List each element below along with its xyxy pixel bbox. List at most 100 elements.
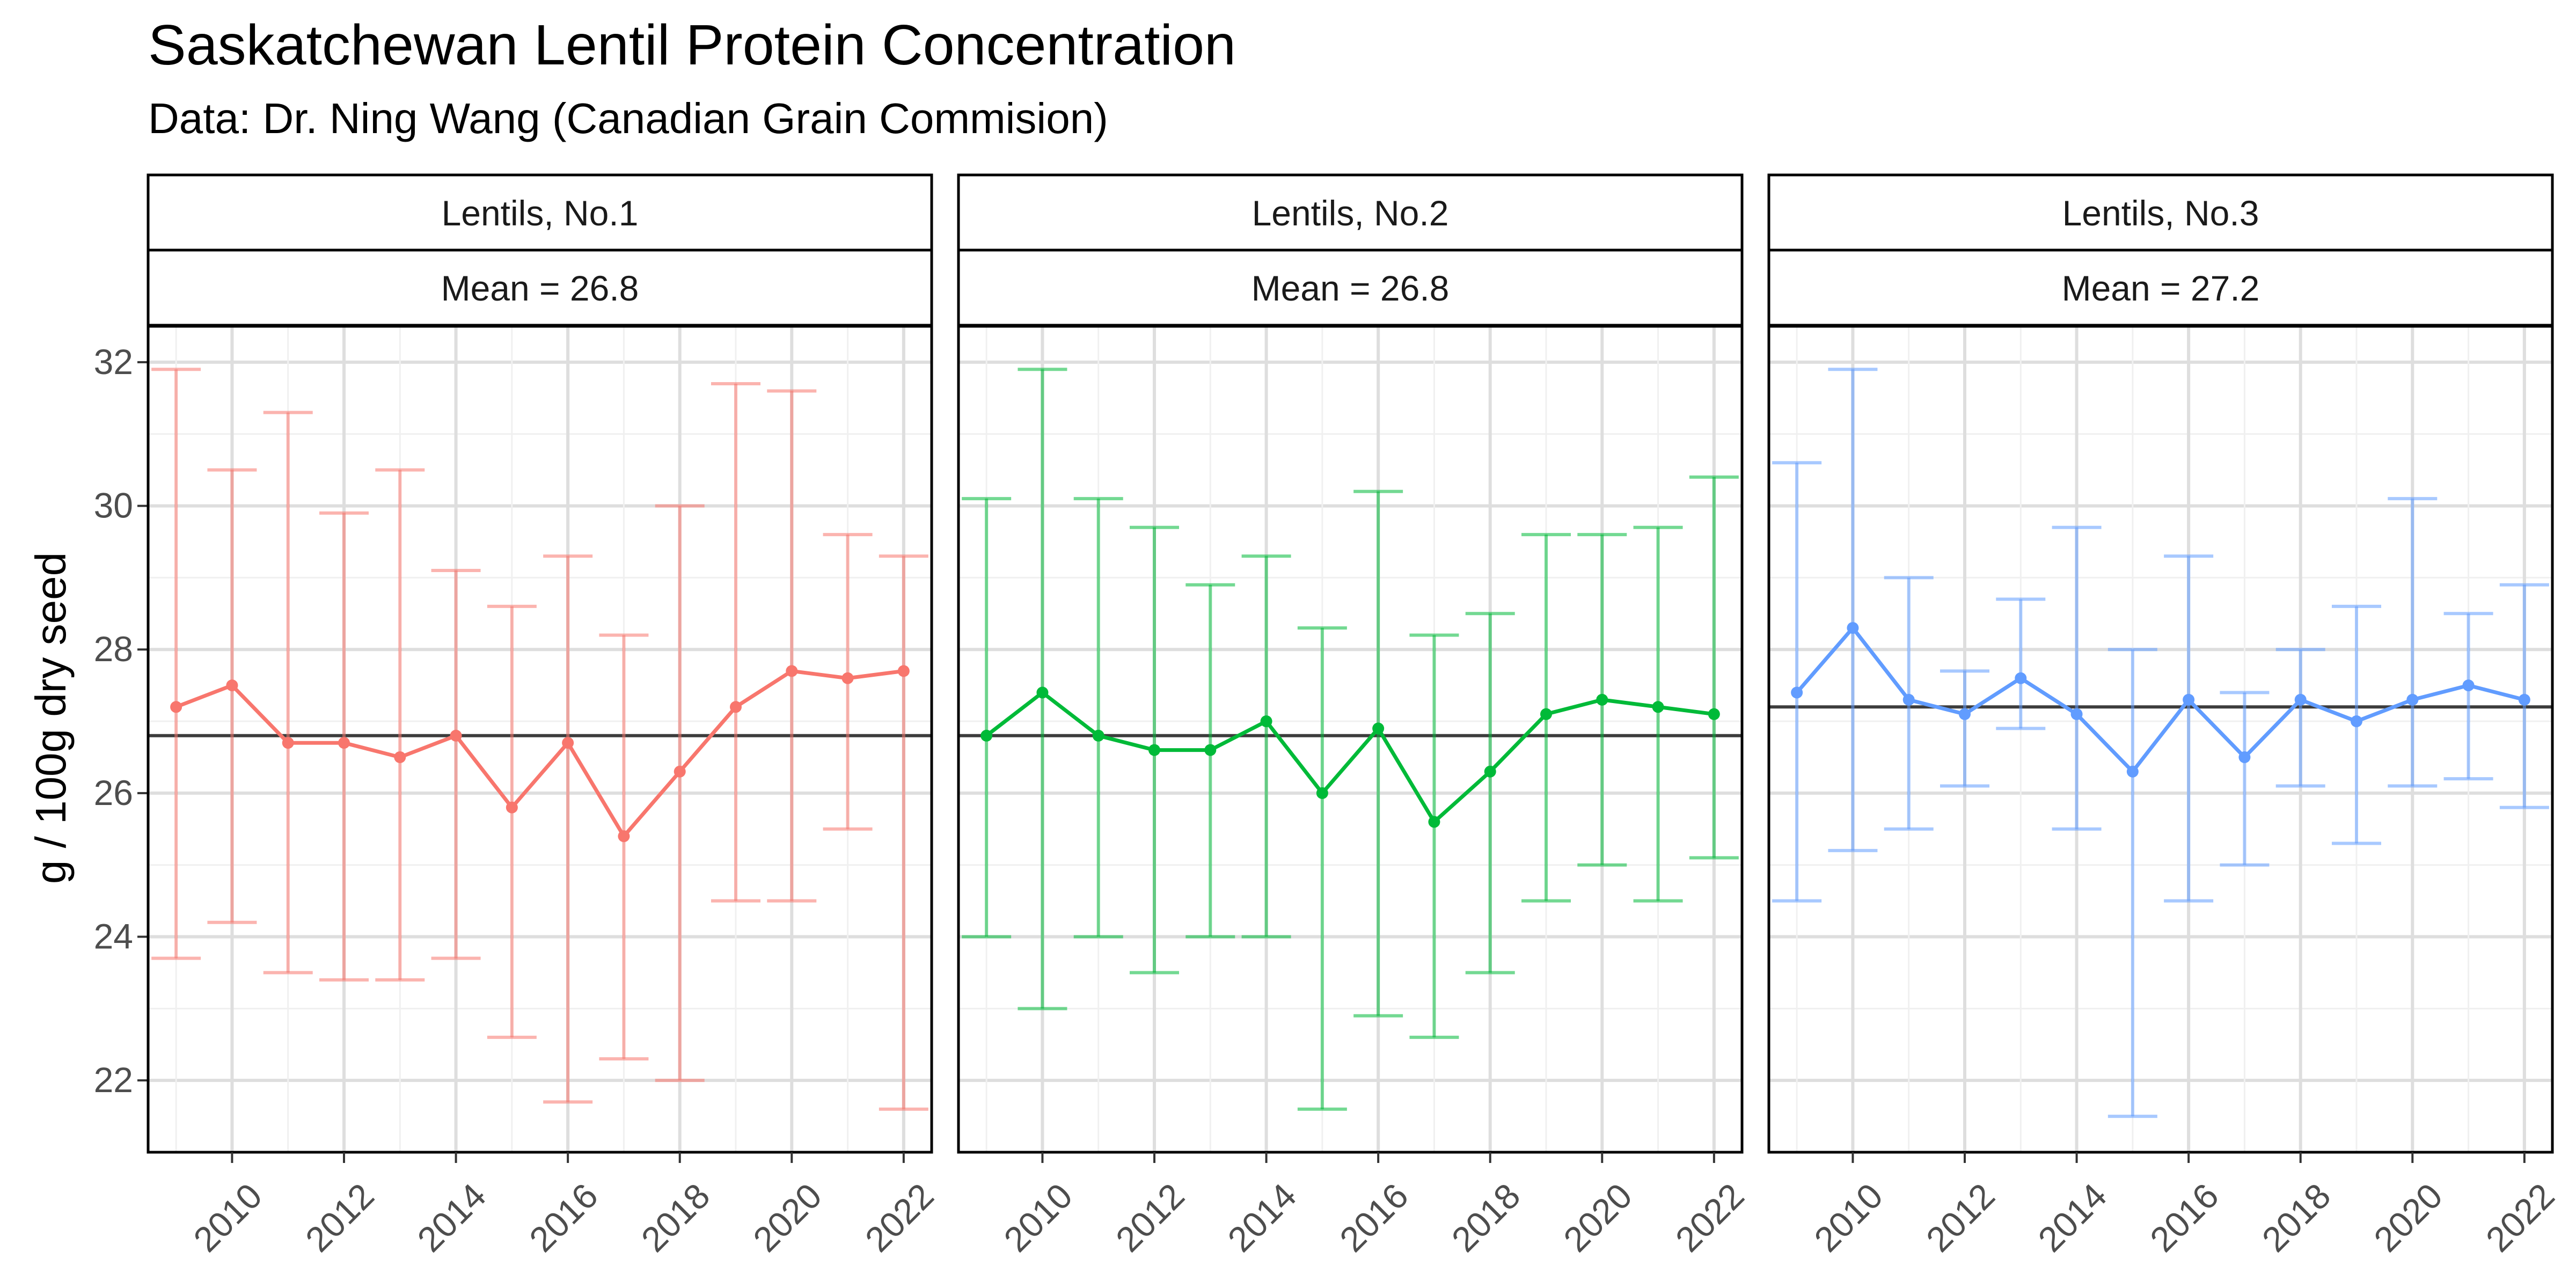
data-point	[2406, 693, 2419, 706]
x-tick-label: 2016	[522, 1176, 605, 1260]
data-point	[2462, 679, 2475, 692]
data-point	[2070, 708, 2083, 720]
error-bar	[543, 554, 593, 1104]
facet-strip	[1767, 173, 2554, 252]
data-point	[2126, 765, 2139, 778]
y-axis-title: g / 100g dry seed	[27, 552, 75, 884]
data-point	[786, 665, 798, 677]
x-tick-label: 2020	[745, 1176, 829, 1260]
error-bar	[2164, 554, 2214, 903]
data-point	[618, 830, 630, 843]
facet-strip-mean	[147, 248, 933, 327]
error-bar	[1828, 368, 1878, 852]
error-bar	[151, 368, 201, 960]
error-bar	[1073, 497, 1123, 939]
facet-strip-mean-label: Mean = 27.2	[2062, 268, 2260, 308]
data-point	[450, 729, 462, 742]
x-tick-label: 2014	[409, 1176, 493, 1260]
panel-border	[957, 325, 1744, 1154]
error-bar	[1772, 461, 1822, 903]
error-bar	[767, 389, 817, 903]
error-bar	[1996, 597, 2046, 730]
x-tick-label: 2010	[996, 1176, 1080, 1260]
error-bar	[1633, 525, 1683, 903]
error-bar	[711, 382, 760, 903]
series-line	[985, 691, 1715, 824]
data-point	[338, 737, 350, 749]
data-point	[980, 729, 993, 742]
error-bar	[2107, 648, 2157, 1118]
error-bar	[1185, 583, 1235, 939]
data-point	[1596, 693, 1608, 706]
error-bar	[1940, 669, 1989, 788]
x-tick-label: 2010	[186, 1176, 269, 1260]
data-point	[2015, 672, 2027, 684]
data-point	[1791, 686, 1803, 699]
data-point	[562, 737, 574, 749]
y-tick-label: 30	[94, 486, 133, 525]
data-point	[2238, 751, 2251, 763]
error-bar	[2275, 648, 2325, 788]
x-tick-label: 2022	[2478, 1176, 2562, 1260]
data-point	[674, 765, 686, 778]
panel-border	[147, 325, 933, 1154]
data-point	[170, 701, 182, 713]
error-bar	[1465, 612, 1515, 975]
x-tick-label: 2022	[1668, 1176, 1752, 1260]
error-bar	[487, 604, 537, 1039]
data-point	[282, 737, 294, 749]
data-point	[394, 751, 406, 763]
data-point	[1372, 722, 1385, 735]
y-tick-label: 26	[94, 773, 133, 813]
error-bar	[431, 569, 481, 960]
facet-strip-label: Lentils, No.3	[2062, 193, 2259, 233]
error-bar	[655, 504, 705, 1082]
x-tick-label: 2018	[1444, 1176, 1527, 1260]
data-point	[2518, 693, 2530, 706]
data-point	[841, 672, 854, 684]
x-tick-label: 2012	[1919, 1176, 2002, 1260]
y-tick-label: 32	[94, 342, 133, 382]
y-tick-label: 24	[94, 917, 133, 956]
data-point	[506, 801, 518, 814]
panel-border	[1767, 325, 2554, 1154]
x-tick-label: 2010	[1806, 1176, 1890, 1260]
series-line	[1795, 626, 2525, 774]
y-tick-label: 22	[94, 1060, 133, 1100]
data-point	[730, 701, 742, 713]
error-bar	[1297, 626, 1347, 1111]
data-point	[1902, 693, 1915, 706]
data-point	[2351, 715, 2362, 728]
error-bar	[207, 468, 257, 924]
data-point	[1959, 708, 1971, 720]
facet-strip-mean	[957, 248, 1744, 327]
facet-strip-mean-label: Mean = 26.8	[441, 268, 639, 308]
error-bar	[599, 633, 649, 1061]
error-bar	[2443, 612, 2493, 781]
facet-strip-label: Lentils, No.1	[442, 193, 639, 233]
data-point	[1316, 787, 1328, 799]
error-bar	[2220, 691, 2270, 867]
facet-strip-mean-label: Mean = 26.8	[1252, 268, 1450, 308]
facet-strip-label: Lentils, No.2	[1252, 193, 1449, 233]
data-point	[1260, 715, 1272, 728]
series-line	[175, 669, 904, 838]
data-point	[1148, 744, 1160, 756]
data-point	[1484, 765, 1496, 778]
error-bar	[2388, 497, 2438, 788]
data-point	[1540, 708, 1552, 720]
error-bar	[879, 554, 928, 1111]
y-tick-label: 28	[94, 629, 133, 669]
x-tick-label: 2012	[1108, 1176, 1192, 1260]
data-point	[1204, 744, 1217, 756]
x-tick-label: 2014	[2030, 1176, 2114, 1260]
x-tick-label: 2012	[298, 1176, 382, 1260]
error-bar	[2052, 525, 2102, 831]
data-point	[897, 665, 910, 677]
data-point	[1428, 816, 1440, 828]
x-tick-label: 2022	[858, 1176, 941, 1260]
x-tick-label: 2016	[2142, 1176, 2226, 1260]
x-tick-label: 2020	[2366, 1176, 2450, 1260]
facet-strip-mean	[1767, 248, 2554, 327]
